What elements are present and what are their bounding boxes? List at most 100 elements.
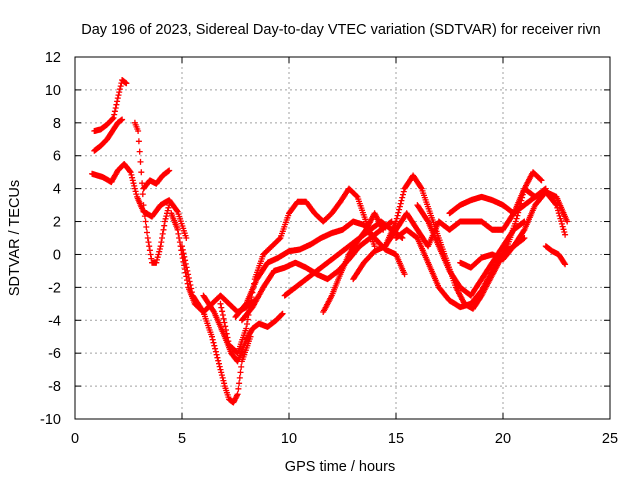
data-point — [400, 191, 406, 198]
data-point — [216, 363, 223, 370]
data-point — [225, 338, 232, 345]
y-tick-label: 0 — [53, 247, 61, 263]
data-point — [396, 206, 403, 213]
data-point — [236, 380, 243, 387]
data-point — [153, 259, 160, 266]
data-point — [182, 260, 189, 267]
data-point — [176, 239, 183, 246]
data-point — [399, 194, 406, 201]
data-point — [159, 230, 166, 237]
data-point — [537, 176, 544, 183]
data-point — [394, 212, 401, 219]
y-tick-label: 10 — [45, 83, 61, 99]
series-3 — [89, 161, 190, 241]
data-point — [131, 185, 138, 192]
data-point — [538, 177, 545, 184]
y-tick-label: 4 — [53, 182, 61, 198]
data-point — [165, 204, 172, 211]
series-14 — [350, 185, 569, 283]
x-tick-label: 10 — [281, 431, 297, 447]
series-9 — [217, 185, 378, 357]
data-point — [219, 308, 226, 315]
series-13 — [320, 210, 387, 315]
x-tick-label: 20 — [495, 431, 511, 447]
data-point — [561, 260, 568, 267]
data-point — [144, 235, 151, 241]
data-point — [243, 325, 250, 332]
data-point — [109, 115, 116, 122]
series-18 — [446, 185, 549, 217]
data-point — [400, 188, 407, 195]
data-point — [135, 138, 142, 145]
data-point — [137, 158, 144, 165]
data-point — [215, 357, 222, 364]
data-point — [161, 218, 168, 225]
data-point — [173, 207, 180, 214]
data-point — [112, 105, 119, 111]
data-point — [155, 251, 162, 258]
data-point — [559, 223, 566, 230]
data-point — [131, 182, 138, 189]
data-point — [113, 101, 120, 108]
data-point — [560, 226, 567, 233]
y-tick-label: 2 — [53, 215, 61, 231]
data-point — [180, 250, 187, 257]
x-tick-label: 15 — [388, 431, 404, 447]
data-point — [236, 374, 243, 381]
data-point — [182, 257, 189, 264]
data-point — [111, 111, 118, 118]
y-tick-label: 8 — [53, 116, 61, 132]
data-point — [209, 336, 216, 343]
y-tick-label: -8 — [48, 379, 61, 395]
chart-title: Day 196 of 2023, Sidereal Day-to-day VTE… — [81, 22, 601, 38]
data-point — [519, 194, 526, 201]
data-point — [521, 235, 528, 241]
data-point — [216, 360, 222, 367]
data-point — [223, 327, 229, 333]
series-17 — [414, 202, 528, 299]
data-point — [133, 191, 140, 198]
data-point — [218, 372, 225, 379]
data-point — [213, 351, 220, 358]
data-point — [518, 197, 525, 204]
data-point — [158, 239, 165, 246]
data-point — [219, 312, 226, 318]
data-point — [393, 215, 400, 222]
series-10 — [232, 218, 408, 320]
x-tick-label: 0 — [71, 431, 79, 447]
data-point — [162, 215, 169, 222]
data-point — [561, 229, 568, 235]
data-point — [185, 275, 192, 281]
data-point — [128, 171, 135, 178]
data-point — [212, 345, 219, 352]
data-point — [562, 261, 569, 268]
data-point — [214, 354, 221, 361]
data-point — [187, 282, 194, 288]
y-tick-label: -10 — [40, 412, 61, 428]
data-point — [166, 202, 173, 209]
data-point — [183, 264, 190, 271]
series-20 — [542, 243, 569, 268]
data-point — [145, 239, 152, 246]
series-4 — [131, 119, 173, 266]
data-point — [116, 86, 123, 93]
data-point — [235, 385, 242, 392]
data-point — [147, 251, 154, 258]
data-point — [176, 235, 183, 241]
data-point — [558, 220, 565, 227]
data-point — [117, 83, 124, 90]
data-point — [562, 231, 569, 238]
data-point — [219, 374, 226, 381]
data-point — [234, 391, 241, 398]
data-point — [209, 333, 215, 340]
data-point — [111, 108, 118, 115]
data-point — [139, 191, 146, 198]
data-point — [138, 169, 145, 176]
data-point — [380, 226, 387, 233]
data-point — [160, 226, 167, 233]
y-tick-label: -2 — [48, 280, 61, 296]
data-point — [126, 168, 133, 175]
data-point — [115, 92, 122, 99]
data-point — [114, 95, 121, 102]
